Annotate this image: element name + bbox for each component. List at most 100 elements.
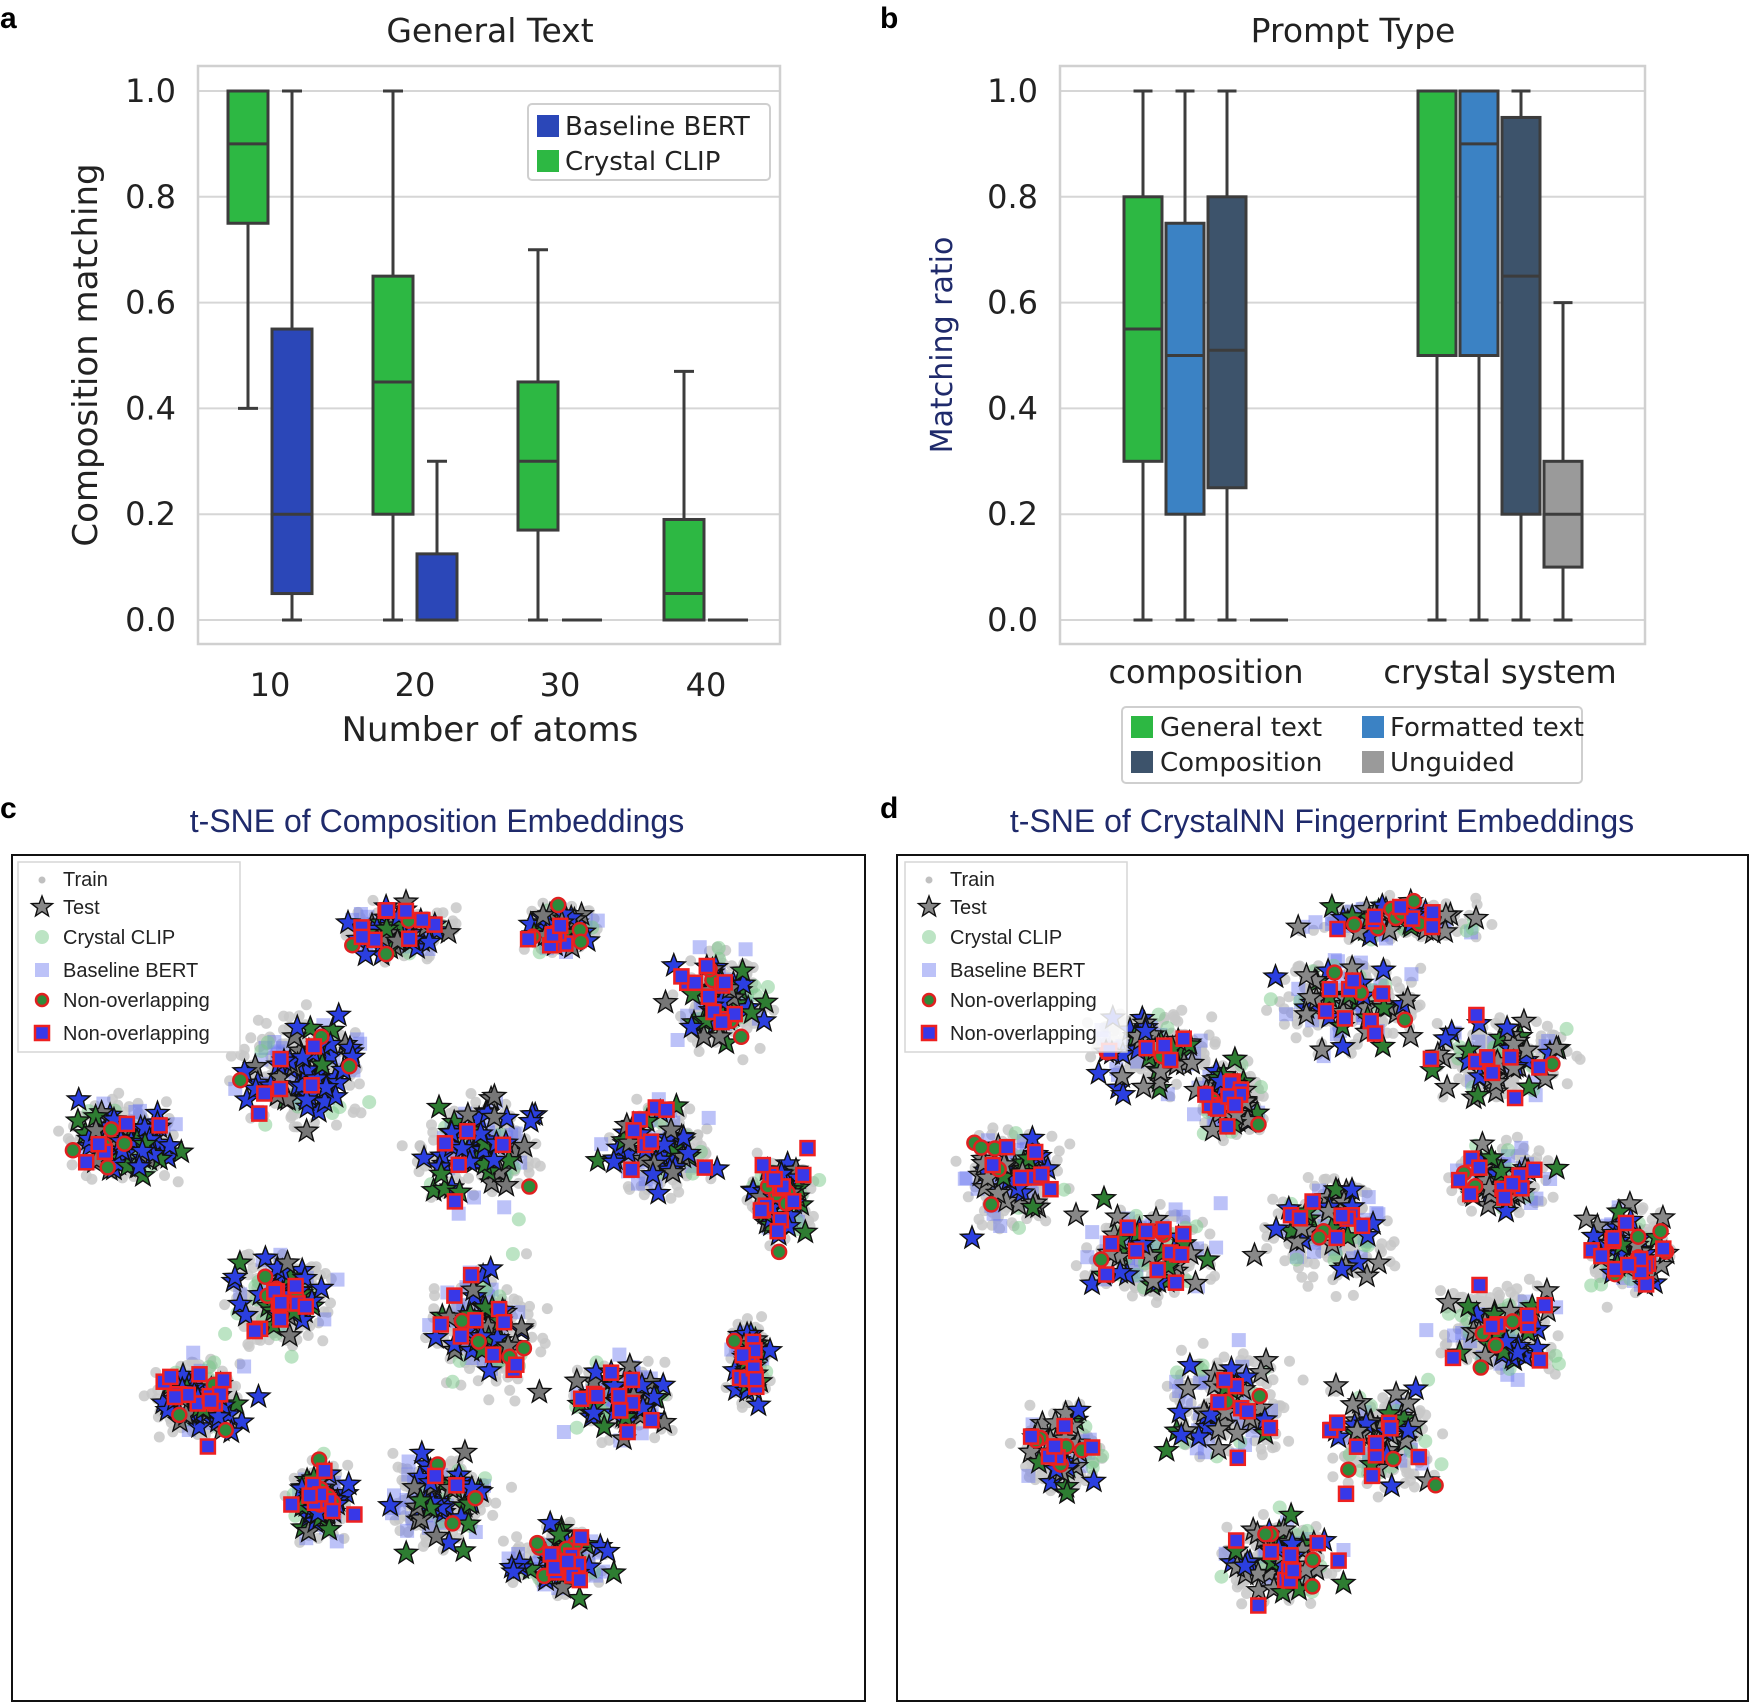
test-point [745,1391,772,1417]
train-point [521,1248,532,1260]
legend-label: Test [63,897,100,919]
train-point [387,1447,399,1459]
train-point [317,1335,329,1347]
non-overlapping-circle [444,1515,461,1532]
panel-a-boxplot: General Text 0.00.20.40.60.81.0 10 20 30 40… [66,11,782,750]
baseline-bert-point [508,1126,523,1141]
panel-c-tsne: t-SNE of Composition Embeddings TrainTes… [11,803,866,1702]
train-point [172,1176,184,1188]
non-overlapping-square [446,1287,463,1304]
train-point [245,1032,257,1044]
box-baseline-bert [270,89,314,622]
non-overlapping-square [643,1411,660,1429]
non-overlapping-square [713,1013,730,1031]
baseline-bert-point [467,1190,481,1205]
non-overlapping-circle [116,1135,133,1152]
non-overlapping-square [283,1496,300,1513]
test-point [566,1584,593,1610]
baseline-bert-point [634,1426,649,1441]
non-overlapping-square [305,1038,323,1055]
non-overlapping-square [303,1077,320,1094]
test-point [319,1016,346,1042]
non-overlapping-square [272,1050,289,1068]
test-point [645,1179,672,1205]
non-overlapping-circle [102,1121,120,1138]
train-point [512,1295,524,1307]
non-overlapping-circle [732,1028,750,1046]
box-formatted-text [1458,89,1500,622]
non-overlapping-square [462,1266,480,1284]
train-point [463,1172,474,1184]
panel-d-title: t-SNE of CrystalNN Fingerprint Embedding… [1010,803,1634,839]
train-point [389,1514,401,1526]
train-point [283,1011,295,1023]
x-tick-label: 30 [540,666,581,704]
baseline-bert-point [317,1312,332,1327]
non-overlapping-square [785,1193,802,1210]
legend-marker-baseline-bert [35,963,49,977]
box-iqr [1500,115,1542,516]
train-point [146,1388,158,1400]
train-point [596,1437,608,1449]
box-crystal-clip [516,248,560,622]
box-general-text [1416,89,1458,622]
test-point [475,1356,503,1383]
non-overlapping-square [427,1467,444,1485]
train-point [53,1125,65,1137]
non-overlapping-square [484,1346,502,1363]
non-overlapping-square [559,1553,576,1570]
non-overlapping-square [571,1571,589,1589]
train-point [394,1525,406,1537]
non-overlapping-square [642,1133,660,1150]
crystal-clip-point [685,1166,700,1181]
baseline-bert-point [497,1200,512,1215]
non-overlapping-square [546,1559,563,1577]
train-point [338,1532,350,1544]
train-point [635,1180,647,1192]
train-point [622,1181,634,1193]
train-point [535,1346,547,1358]
box-iqr [1164,221,1206,516]
train-point [355,1107,367,1119]
box-iqr [1458,89,1500,357]
baseline-bert-point [186,1345,201,1360]
panel-letter-b: b [880,2,898,35]
train-point [754,1042,766,1054]
train-point [1257,1509,1269,1520]
legend-label-unguided: Unguided [1390,748,1515,778]
train-point [443,1458,455,1470]
legend-swatch-general-text [1131,716,1153,738]
train-point [66,1159,78,1171]
legend-label: Crystal CLIP [63,927,175,949]
x-tick-label: 40 [686,666,727,704]
legend-swatch-composition [1131,751,1153,773]
legend-swatch-formatted-text [1362,716,1384,738]
train-point [86,1173,98,1185]
box-crystal-clip [662,369,706,622]
train-point [428,1134,439,1146]
train-point [673,1186,685,1198]
train-point [1327,1471,1339,1483]
train-point [413,1166,425,1178]
train-point [524,1300,535,1312]
train-point [649,1432,661,1444]
train-point [604,1132,615,1144]
train-point [429,1290,441,1302]
train-point [692,1129,704,1141]
non-overlapping-circle [232,1071,249,1089]
test-point [226,1248,254,1275]
panel-a-y-ticks: 0.00.20.40.60.81.0 [125,72,176,639]
non-overlapping-square [716,974,733,991]
non-overlapping-circle [256,1268,274,1285]
panel-b-x-ticks: composition crystal system [1108,653,1616,691]
train-point [318,1306,330,1318]
train-point [331,1119,342,1131]
non-overlapping-circle [64,1142,82,1159]
non-overlapping-square [494,1136,512,1154]
train-point [159,1170,170,1181]
x-tick-label: 20 [395,666,436,704]
baseline-bert-point [556,1425,571,1439]
non-overlapping-square [297,1298,315,1315]
box-composition [1500,89,1542,622]
box-composition [1206,89,1248,622]
